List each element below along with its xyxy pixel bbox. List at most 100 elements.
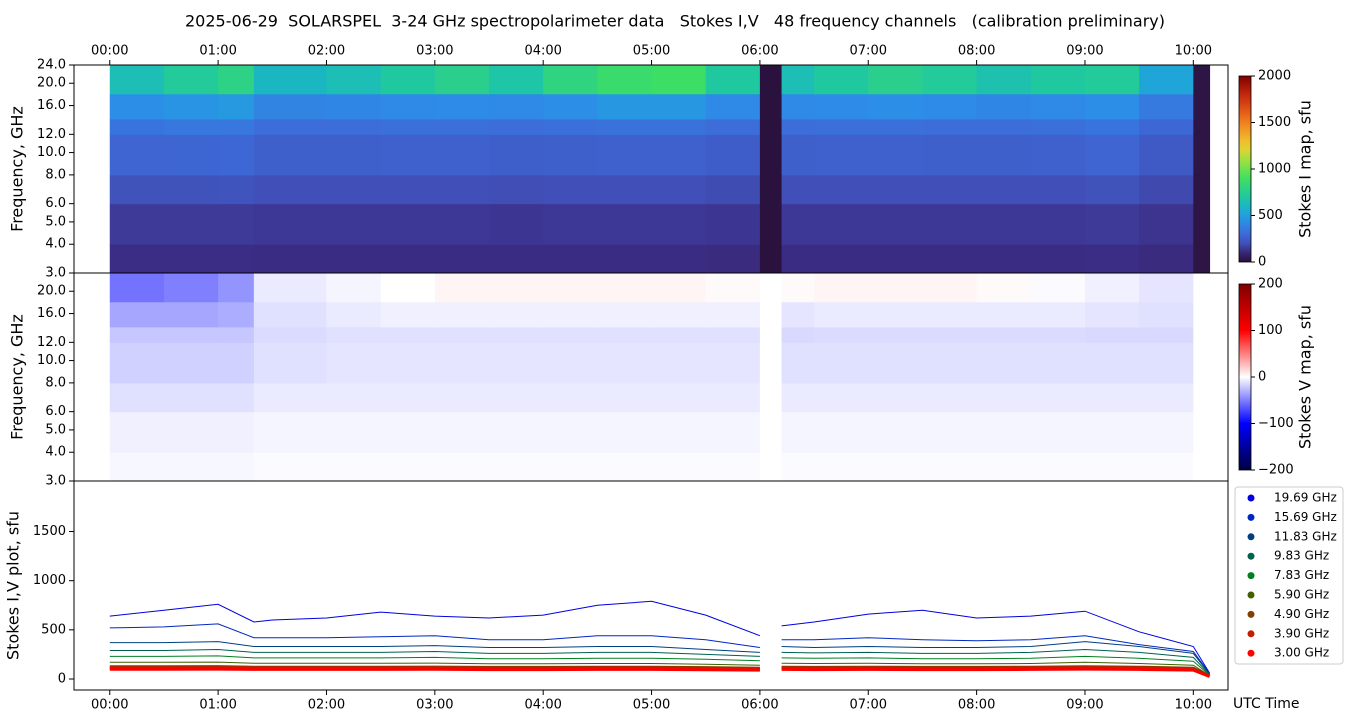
heat-cell bbox=[651, 411, 707, 453]
heat-cell bbox=[976, 342, 1032, 384]
heat-cell bbox=[868, 244, 923, 273]
heat-cell bbox=[326, 411, 382, 453]
heat-cell bbox=[651, 273, 707, 303]
heat-cell bbox=[163, 118, 219, 135]
heat-cell bbox=[781, 174, 815, 205]
heat-cell bbox=[781, 342, 815, 384]
heat-cell bbox=[109, 342, 165, 384]
heat-cell bbox=[597, 273, 653, 303]
heat-cell bbox=[1139, 174, 1194, 205]
heat-cell bbox=[976, 118, 1032, 135]
heat-cell bbox=[759, 382, 783, 413]
heat-cell bbox=[253, 411, 327, 453]
heat-cell bbox=[1030, 411, 1086, 453]
heat-cell bbox=[814, 118, 869, 135]
heat-cell bbox=[380, 203, 436, 245]
heat-cell bbox=[868, 93, 923, 120]
heat-cell bbox=[1139, 301, 1194, 328]
heat-cell bbox=[326, 273, 382, 303]
heat-cell bbox=[597, 452, 653, 481]
heat-cell bbox=[814, 93, 869, 120]
heat-cell bbox=[380, 134, 436, 176]
heat-cell bbox=[597, 342, 653, 384]
x-tick-label: 10:00 bbox=[1175, 698, 1212, 713]
heat-cell bbox=[1139, 65, 1194, 95]
heat-cell bbox=[651, 244, 707, 273]
heat-cell bbox=[434, 118, 490, 135]
heat-cell bbox=[1139, 342, 1194, 384]
heat-cell bbox=[489, 342, 544, 384]
heat-cell bbox=[759, 244, 783, 273]
heat-cell bbox=[705, 452, 761, 481]
heat-cell bbox=[781, 203, 815, 245]
heat-cell bbox=[868, 134, 923, 176]
heat-cell bbox=[1030, 273, 1086, 303]
heat-cell bbox=[814, 65, 869, 95]
heat-cell bbox=[109, 93, 165, 120]
heat-cell bbox=[253, 342, 327, 384]
heat-cell bbox=[218, 174, 255, 205]
y-tick-label: 8.0 bbox=[45, 167, 66, 182]
colorbar-tick-label: −100 bbox=[1258, 416, 1294, 431]
heat-cell bbox=[976, 244, 1032, 273]
heat-cell bbox=[1139, 244, 1194, 273]
heat-cell bbox=[434, 244, 490, 273]
heat-cell bbox=[976, 273, 1032, 303]
heat-cell bbox=[1139, 273, 1194, 303]
legend-label: 7.83 GHz bbox=[1274, 568, 1329, 582]
heat-cell bbox=[434, 273, 490, 303]
heat-cell bbox=[1139, 93, 1194, 120]
heat-cell bbox=[814, 326, 869, 343]
heat-cell bbox=[705, 382, 761, 413]
series-line bbox=[109, 655, 760, 662]
heat-cell bbox=[705, 93, 761, 120]
x-tick-label: 04:00 bbox=[524, 698, 561, 713]
heat-cell bbox=[109, 203, 165, 245]
heat-cell bbox=[543, 273, 598, 303]
heat-cell bbox=[976, 93, 1032, 120]
heat-cell bbox=[651, 301, 707, 328]
heat-cell bbox=[597, 93, 653, 120]
heat-cell bbox=[868, 301, 923, 328]
y-tick-label: 12.0 bbox=[37, 127, 66, 142]
heat-cell bbox=[651, 203, 707, 245]
heat-cell bbox=[380, 301, 436, 328]
legend-marker bbox=[1247, 649, 1255, 657]
heat-cell bbox=[218, 244, 255, 273]
heat-cell bbox=[326, 244, 382, 273]
heat-cell bbox=[1193, 301, 1211, 328]
colorbar-tick-label: 2000 bbox=[1258, 69, 1291, 84]
heat-cell bbox=[1084, 65, 1140, 95]
colorbar-tick-label: 200 bbox=[1258, 277, 1283, 292]
heat-cell bbox=[781, 65, 815, 95]
heat-cell bbox=[326, 174, 382, 205]
heat-cell bbox=[1084, 93, 1140, 120]
plot-area bbox=[109, 600, 1211, 678]
colorbar bbox=[1238, 283, 1252, 471]
heat-cell bbox=[1193, 203, 1211, 245]
heat-cell bbox=[1030, 93, 1086, 120]
heat-cell bbox=[781, 301, 815, 328]
heat-cell bbox=[759, 93, 783, 120]
heat-cell bbox=[163, 244, 219, 273]
heat-cell bbox=[1084, 134, 1140, 176]
x-tick-label: 08:00 bbox=[958, 44, 995, 59]
colorbar bbox=[1238, 75, 1252, 263]
heat-cell bbox=[1193, 174, 1211, 205]
y-axis-label: Stokes I,V plot, sfu bbox=[4, 511, 23, 660]
colorbar-label: Stokes V map, sfu bbox=[1296, 305, 1315, 449]
x-tick-label: 07:00 bbox=[850, 44, 887, 59]
heat-cell bbox=[922, 301, 978, 328]
y-tick-label: 1000 bbox=[33, 573, 66, 588]
heat-cell bbox=[814, 244, 869, 273]
heat-cell bbox=[1030, 382, 1086, 413]
heat-cell bbox=[1139, 118, 1194, 135]
heat-cell bbox=[814, 382, 869, 413]
heat-cell bbox=[109, 301, 165, 328]
heat-cell bbox=[705, 118, 761, 135]
heat-cell bbox=[163, 93, 219, 120]
heat-cell bbox=[1193, 411, 1211, 453]
heat-cell bbox=[434, 342, 490, 384]
x-tick-label: 01:00 bbox=[199, 698, 236, 713]
heat-cell bbox=[1030, 174, 1086, 205]
